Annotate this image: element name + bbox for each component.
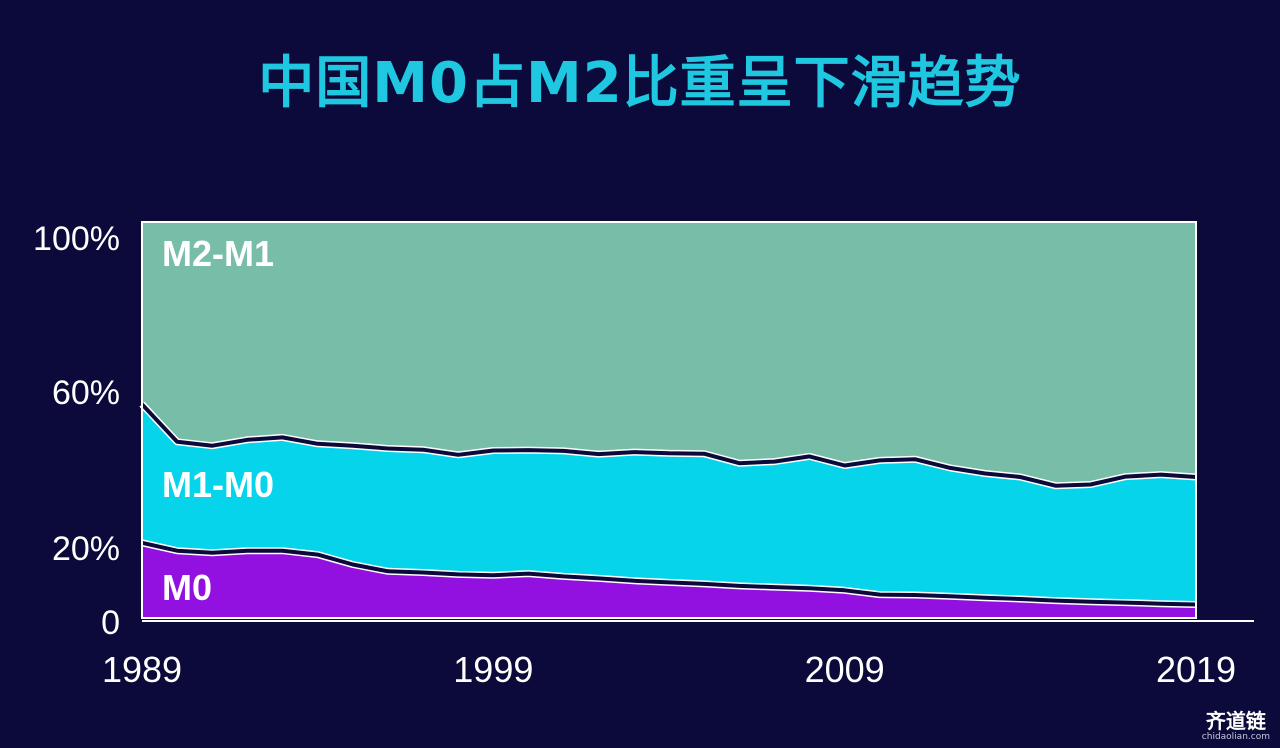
- chart-title: 中国M0占M2比重呈下滑趋势: [258, 51, 1022, 116]
- plot-frame: [141, 221, 1197, 619]
- area-layer: [142, 222, 1196, 618]
- watermark-logo: 齐道链 chidaolian.com: [1202, 710, 1270, 742]
- watermark-logo-text: 齐道链: [1205, 709, 1266, 733]
- separator-line-m0: [141, 540, 1197, 607]
- y-tick-label: 100%: [33, 220, 120, 258]
- separator-line-m1: [140, 402, 1197, 488]
- area-m0: [142, 542, 1196, 618]
- x-tick-label: 2009: [805, 649, 885, 690]
- separator-layer: [139, 401, 1197, 608]
- y-tick-label: 0: [101, 604, 120, 642]
- watermark-url-text: chidaolian.com: [1201, 732, 1270, 742]
- x-tick-label: 1999: [453, 649, 533, 690]
- x-tick-label: 2019: [1156, 649, 1236, 690]
- x-tick-label: 1989: [102, 649, 182, 690]
- label-m0: M0: [162, 567, 212, 608]
- area-m2-m1: [142, 222, 1196, 486]
- y-axis-ticks: 100% 60% 20% 0: [33, 220, 120, 642]
- label-m2-m1: M2-M1: [162, 233, 274, 274]
- area-m1-m0: [142, 404, 1196, 605]
- x-axis-ticks: 1989 1999 2009 2019: [102, 649, 1236, 690]
- label-m1-m0: M1-M0: [162, 464, 274, 505]
- y-tick-label: 60%: [52, 374, 120, 412]
- y-tick-label: 20%: [52, 530, 120, 568]
